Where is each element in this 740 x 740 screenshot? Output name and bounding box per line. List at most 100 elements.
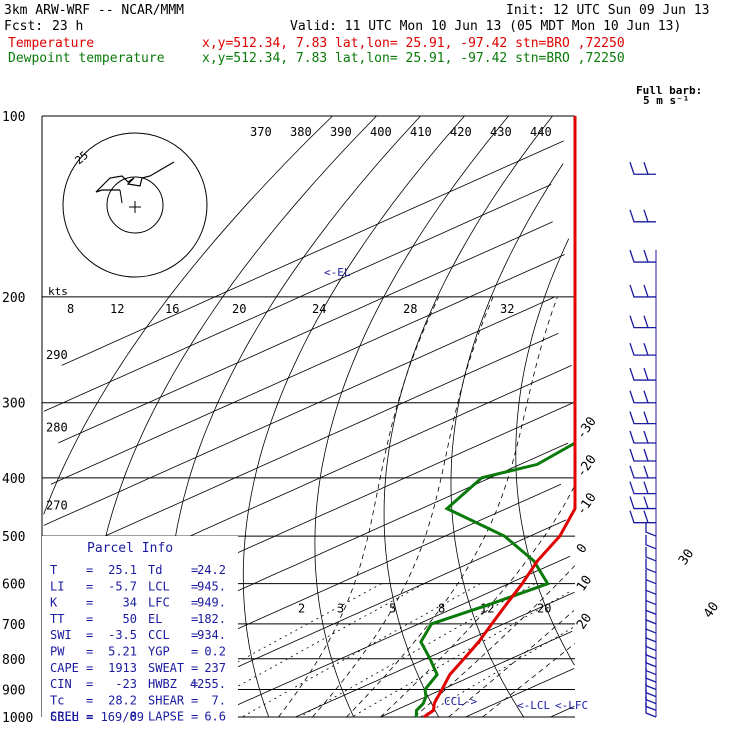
- parcel-value: 8: [130, 710, 137, 724]
- parcel-equals: =: [191, 710, 198, 724]
- isotherm-line: [43, 296, 555, 526]
- wind-barb: [629, 430, 656, 444]
- hodograph-unit: kts: [48, 285, 68, 298]
- isotherm-line: [43, 184, 552, 412]
- parcel-key: HWBZ: [148, 677, 177, 691]
- isentrope-label: 440: [530, 125, 552, 139]
- parcel-equals: =: [191, 645, 198, 659]
- parcel-equals: =: [191, 563, 198, 577]
- parcel-value: 949.: [197, 596, 226, 610]
- barb-legend-value: 5 m s⁻¹: [643, 94, 689, 107]
- parcel-key: LI: [50, 579, 64, 593]
- wind-barb: [629, 390, 656, 404]
- parcel-value: 7.: [212, 693, 226, 707]
- wind-barb: [645, 682, 657, 698]
- pressure-tick-label: 700: [2, 618, 25, 633]
- parcel-key: YGP: [148, 645, 170, 659]
- parcel-key: CIN: [50, 677, 72, 691]
- pressure-tick-label: 300: [2, 397, 25, 412]
- parcel-info-rows: T = 25.1 Td =24.2LI = -5.7 LCL =945.K = 34 LFC =949.…: [50, 563, 226, 724]
- wind-barb: [645, 569, 657, 585]
- parcel-key: LFC: [148, 596, 170, 610]
- parcel-key: LCL: [148, 579, 170, 593]
- wind-barb: [629, 162, 656, 175]
- isotherm-label: 20: [574, 611, 595, 632]
- isotherm-line: [465, 668, 575, 718]
- pressure-tick-label: 500: [2, 530, 25, 545]
- moist-adiabat-line: [448, 610, 575, 718]
- wind-barb: [629, 367, 656, 381]
- isentrope-label: 400: [370, 125, 392, 139]
- isotherm-line: [50, 254, 565, 485]
- parcel-equals: =: [191, 677, 198, 691]
- parcel-value: -5.7: [108, 579, 137, 593]
- parcel-equals: =: [86, 661, 93, 675]
- wind-barb: [645, 558, 657, 574]
- parcel-equals: =: [86, 645, 93, 659]
- wind-barb: [645, 660, 657, 676]
- isotherm-label: -30: [574, 414, 600, 442]
- hodograph: 25 kts: [48, 132, 208, 298]
- isotherm-line: [380, 630, 573, 718]
- hodograph-start: [119, 189, 123, 204]
- parcel-equals: =: [191, 628, 198, 642]
- el-marker: <-EL: [324, 266, 351, 279]
- lfc-marker: <-LFC: [555, 699, 588, 712]
- moist-adiabat-line: [312, 296, 494, 718]
- parcel-key: SWEAT: [148, 661, 184, 675]
- isotherm-line: [550, 705, 575, 718]
- pressure-tick-label: 800: [2, 653, 25, 668]
- parcel-info-background: [42, 536, 238, 732]
- moist-adiabat-line: [482, 643, 575, 718]
- isotherm-label: 40: [701, 600, 722, 621]
- wind-barb: [629, 465, 656, 479]
- parcel-key: SHEAR: [148, 693, 185, 707]
- parcel-value: 237: [204, 661, 226, 675]
- isentrope-label: 410: [410, 125, 432, 139]
- dry-adiabat-labels: 290 280 270: [46, 348, 68, 513]
- wind-barb: [629, 342, 656, 356]
- wind-barb: [629, 315, 656, 329]
- parcel-equals: =: [191, 596, 198, 610]
- parcel-value: 34: [123, 596, 137, 610]
- parcel-equals: =: [191, 661, 198, 675]
- dry-adiabat-line: [242, 115, 465, 718]
- isotherm-label: -20: [574, 452, 600, 480]
- moist-adiabat-label: 8: [67, 302, 74, 316]
- parcel-equals: =: [86, 628, 93, 642]
- parcel-key: K: [50, 596, 58, 610]
- parcel-value: 1913: [108, 661, 137, 675]
- isotherm-label: 10: [574, 573, 595, 594]
- mixing-ratio-labels: 2 3 5 8 12 20: [298, 601, 551, 615]
- hodograph-inner-ring: [106, 176, 164, 234]
- hodograph-outer-ring: [62, 132, 208, 278]
- mixing-ratio-label: 3: [337, 601, 344, 615]
- pressure-tick-label: 900: [2, 683, 25, 698]
- mixing-ratio-label: 2: [298, 601, 305, 615]
- isentrope-label: 370: [250, 125, 272, 139]
- isotherm-line: [210, 555, 571, 718]
- moist-adiabat-label: 16: [165, 302, 179, 316]
- moist-adiabat-label: 12: [110, 302, 124, 316]
- dry-adiabat-label: 270: [46, 499, 68, 513]
- wind-barb: [629, 481, 656, 495]
- parcel-key: EL: [148, 612, 162, 626]
- dry-adiabat-line: [383, 115, 553, 718]
- wind-barb: [645, 675, 657, 691]
- forecast-label: Fcst:: [4, 19, 43, 34]
- parcel-value: 182.: [197, 612, 226, 626]
- parcel-key: CCL: [148, 628, 170, 642]
- dry-adiabat-line: [314, 115, 509, 718]
- parcel-value: 5.21: [108, 645, 137, 659]
- temperature-series-line: [423, 116, 577, 719]
- moist-adiabat-labels: 8 12 16 20 24 28 32: [67, 302, 514, 316]
- parcel-equals: =: [86, 710, 93, 724]
- isotherm-line: [58, 221, 553, 444]
- init-time: Init: 12 UTC Sun 09 Jun 13: [506, 3, 710, 18]
- parcel-value: 24.2: [197, 563, 226, 577]
- parcel-equals: =: [86, 563, 93, 577]
- ccl-marker: CCL->: [444, 695, 477, 708]
- wind-barb: [629, 284, 656, 298]
- barb-legend-title: Full barb:: [636, 84, 702, 97]
